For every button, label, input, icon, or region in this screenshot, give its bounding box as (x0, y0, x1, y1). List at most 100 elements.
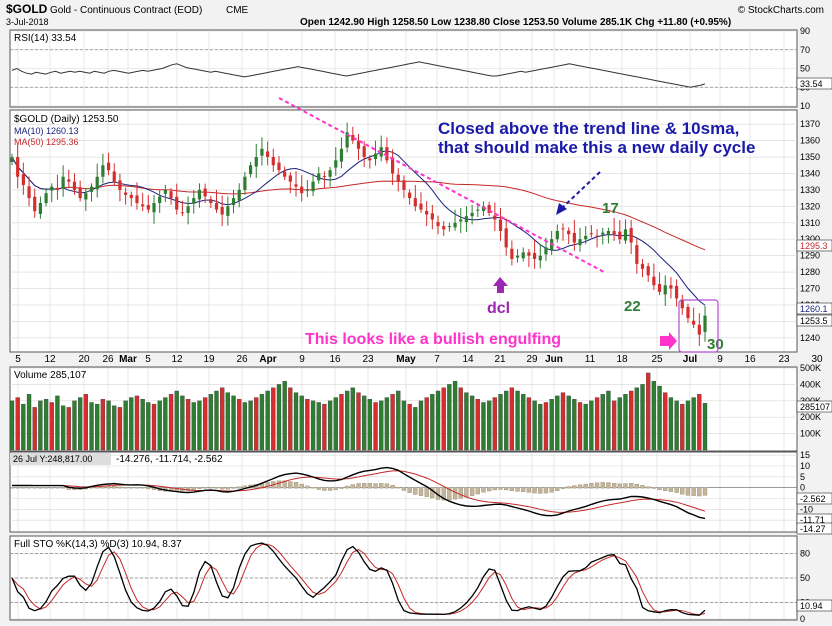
candle-body (413, 198, 417, 207)
volume-bar (640, 384, 645, 451)
macd-histogram-bar (583, 483, 588, 489)
volume-bar (310, 400, 316, 451)
candle-body (27, 186, 31, 199)
macd-histogram-bar (214, 487, 219, 489)
volume-bar (543, 402, 549, 451)
macd-histogram-bar (498, 487, 503, 490)
candle-body (152, 203, 156, 213)
volume-bar (390, 394, 395, 451)
volume-bar (288, 387, 293, 451)
macd-histogram-bar (685, 487, 691, 496)
y-tick-label: 1340 (800, 168, 820, 178)
ma50-legend: MA(50) 1295.36 (14, 137, 79, 147)
candle-body (209, 199, 213, 204)
candle-body (657, 283, 662, 292)
macd-histogram-bar (447, 487, 452, 501)
volume-bar (418, 400, 424, 451)
macd-histogram-bar (617, 483, 622, 489)
x-tick-label: 16 (329, 354, 341, 365)
volume-bar (555, 395, 560, 451)
candle-body (686, 306, 690, 319)
y-tick-label: 50 (800, 64, 810, 74)
candle-body (555, 231, 559, 240)
volume-bar (504, 390, 509, 451)
y-tick-label: -10 (800, 504, 813, 514)
volume-bar (577, 402, 583, 451)
candle-body (220, 207, 224, 215)
volume-bar (668, 397, 674, 451)
volume-bar (83, 394, 88, 451)
volume-bar (316, 402, 321, 451)
volume-bar (100, 399, 106, 451)
volume-bar (509, 387, 515, 451)
macd-histogram-bar (225, 487, 231, 490)
volume-bar (413, 407, 418, 451)
macd-histogram-bar (112, 485, 117, 489)
candle-body (248, 165, 253, 175)
volume-bar (362, 395, 367, 451)
candle-body (351, 135, 355, 141)
candle-body (106, 162, 111, 171)
stochastic-series (10, 542, 797, 616)
volume-bar (680, 403, 685, 451)
volume-bar (646, 372, 651, 451)
ma10-legend: MA(10) 1260.13 (14, 126, 79, 136)
volume-bar (344, 390, 350, 451)
macd-histogram-bar (594, 482, 600, 489)
macd-histogram-bar (606, 482, 611, 489)
volume-bar (117, 407, 123, 451)
macd-date-label: 26 Jul Y:248,817.00 (13, 454, 92, 464)
volume-bar (265, 390, 270, 451)
candle-body (129, 194, 133, 199)
y-tick-label: 1330 (800, 185, 820, 195)
macd-histogram-bar (623, 483, 628, 489)
candle-body (425, 210, 429, 215)
macd-histogram-bar (464, 487, 469, 498)
y-tick-label: 70 (800, 45, 810, 55)
macd-histogram-bar (572, 485, 577, 489)
cycle-day-17: 17 (602, 200, 619, 217)
volume-bar (384, 397, 390, 451)
volume-bar (15, 397, 20, 451)
volume-bar (259, 394, 265, 451)
y-tick-label: 1270 (800, 284, 820, 294)
volume-bar (447, 384, 452, 451)
volume-bar (492, 397, 497, 451)
macd-histogram-bar (413, 487, 418, 495)
macd-histogram-bar (134, 487, 140, 489)
volume-bar (617, 397, 622, 451)
candle-body (601, 232, 605, 235)
macd-histogram-bar (117, 486, 123, 489)
volume-bar (572, 399, 577, 451)
volume-bar (651, 380, 657, 451)
volume-bar (89, 402, 94, 451)
candle-body (44, 193, 48, 204)
candle-body (504, 228, 508, 248)
dcl-arrow-icon (493, 277, 508, 293)
rsi-legend: RSI(14) 33.54 (14, 33, 77, 44)
candle-body (595, 235, 599, 237)
x-tick-label: May (396, 354, 416, 365)
volume-bar (379, 400, 384, 451)
macd-histogram-bar (475, 487, 480, 495)
candle-body (294, 184, 298, 187)
macd-histogram-bar (140, 487, 145, 489)
candle-body (612, 231, 616, 235)
candle-body (180, 212, 185, 214)
volume-bar (32, 407, 37, 451)
volume-bar (674, 400, 679, 451)
macd-histogram-bar (691, 487, 696, 496)
x-tick-label: 14 (462, 354, 474, 365)
candle-body (78, 187, 82, 199)
candle-body (112, 171, 116, 182)
macd-histogram-bar (657, 487, 662, 491)
x-tick-label: Apr (259, 354, 276, 365)
volume-bar (43, 399, 49, 451)
last-value-labels: 33.54 1295.3 1260.1 1253.5 285107 -2.562… (796, 77, 832, 612)
volume-last-label: 285107 (800, 402, 830, 412)
volume-bar (174, 390, 179, 451)
candle-body (584, 235, 588, 240)
candle-body (345, 132, 349, 148)
volume-bar (197, 400, 202, 451)
macd-histogram-bar (55, 487, 60, 489)
